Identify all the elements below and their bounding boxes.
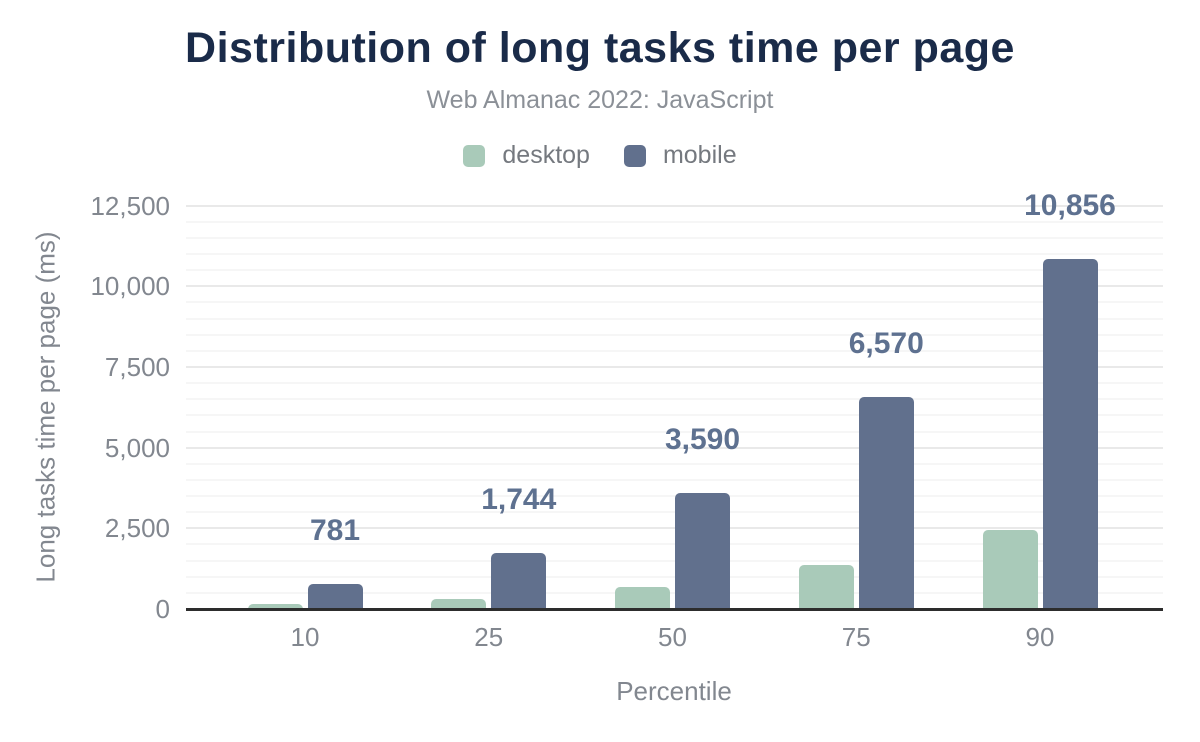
legend-label-mobile: mobile bbox=[662, 141, 737, 169]
major-gridline bbox=[186, 204, 1163, 207]
x-axis-tick-label: 75 bbox=[841, 622, 871, 652]
mobile-swatch-icon bbox=[623, 144, 646, 167]
chart-subtitle: Web Almanac 2022: JavaScript bbox=[426, 86, 774, 114]
x-axis-title: Percentile bbox=[616, 676, 732, 706]
minor-gridline bbox=[186, 591, 1163, 594]
y-axis-tick-label: 7,500 bbox=[104, 351, 170, 382]
mobile-bar bbox=[675, 493, 730, 609]
desktop-swatch-icon bbox=[463, 144, 486, 167]
bar-value-label: 1,744 bbox=[481, 482, 557, 516]
minor-gridline bbox=[186, 478, 1163, 481]
x-axis-line bbox=[186, 607, 1163, 611]
y-axis-tick-label: 12,500 bbox=[90, 190, 170, 221]
mobile-bar bbox=[307, 583, 363, 609]
x-axis-tick-label: 25 bbox=[474, 622, 504, 652]
mobile-bar bbox=[1042, 258, 1098, 609]
minor-gridline bbox=[186, 414, 1163, 417]
minor-gridline bbox=[186, 575, 1163, 578]
chart-legend: desktop mobile bbox=[0, 141, 1200, 170]
desktop-bar bbox=[982, 529, 1038, 609]
mobile-bar bbox=[858, 396, 914, 609]
minor-gridline bbox=[186, 349, 1163, 352]
y-axis-tick-label: 0 bbox=[155, 594, 170, 624]
major-gridline bbox=[186, 446, 1163, 449]
major-gridline bbox=[186, 365, 1163, 368]
major-gridline bbox=[186, 285, 1163, 288]
minor-gridline bbox=[186, 253, 1163, 255]
bar-value-label: 6,570 bbox=[848, 326, 924, 360]
y-axis-tick-label: 2,500 bbox=[104, 513, 170, 544]
minor-gridline bbox=[186, 301, 1163, 304]
minor-gridline bbox=[186, 236, 1163, 239]
desktop-bar bbox=[798, 565, 854, 609]
minor-gridline bbox=[186, 382, 1163, 385]
x-axis-tick-label: 10 bbox=[290, 622, 320, 652]
minor-gridline bbox=[186, 317, 1163, 320]
legend-item-mobile: mobile bbox=[623, 141, 737, 170]
minor-gridline bbox=[186, 559, 1163, 562]
bar-value-label: 781 bbox=[309, 513, 361, 547]
bar-value-label: 3,590 bbox=[664, 423, 741, 457]
minor-gridline bbox=[186, 220, 1163, 223]
desktop-bar bbox=[247, 604, 303, 609]
mobile-bar bbox=[491, 552, 547, 609]
y-axis-tick-label: 5,000 bbox=[104, 432, 170, 463]
x-axis-tick-label: 90 bbox=[1025, 622, 1055, 652]
minor-gridline bbox=[186, 495, 1163, 498]
legend-item-desktop: desktop bbox=[463, 141, 590, 170]
minor-gridline bbox=[186, 430, 1163, 433]
minor-gridline bbox=[186, 269, 1163, 272]
minor-gridline bbox=[186, 333, 1163, 336]
major-gridline bbox=[186, 527, 1163, 530]
desktop-bar bbox=[431, 599, 487, 609]
minor-gridline bbox=[186, 511, 1163, 514]
legend-label-desktop: desktop bbox=[502, 141, 590, 169]
desktop-bar bbox=[615, 587, 670, 609]
chart-title: Distribution of long tasks time per page bbox=[185, 24, 1015, 72]
bar-value-label: 10,856 bbox=[1024, 188, 1116, 222]
y-axis-tick-label: 10,000 bbox=[90, 271, 170, 302]
minor-gridline bbox=[186, 543, 1163, 546]
minor-gridline bbox=[186, 398, 1163, 401]
x-axis-tick-label: 50 bbox=[658, 622, 687, 652]
minor-gridline bbox=[186, 462, 1163, 465]
